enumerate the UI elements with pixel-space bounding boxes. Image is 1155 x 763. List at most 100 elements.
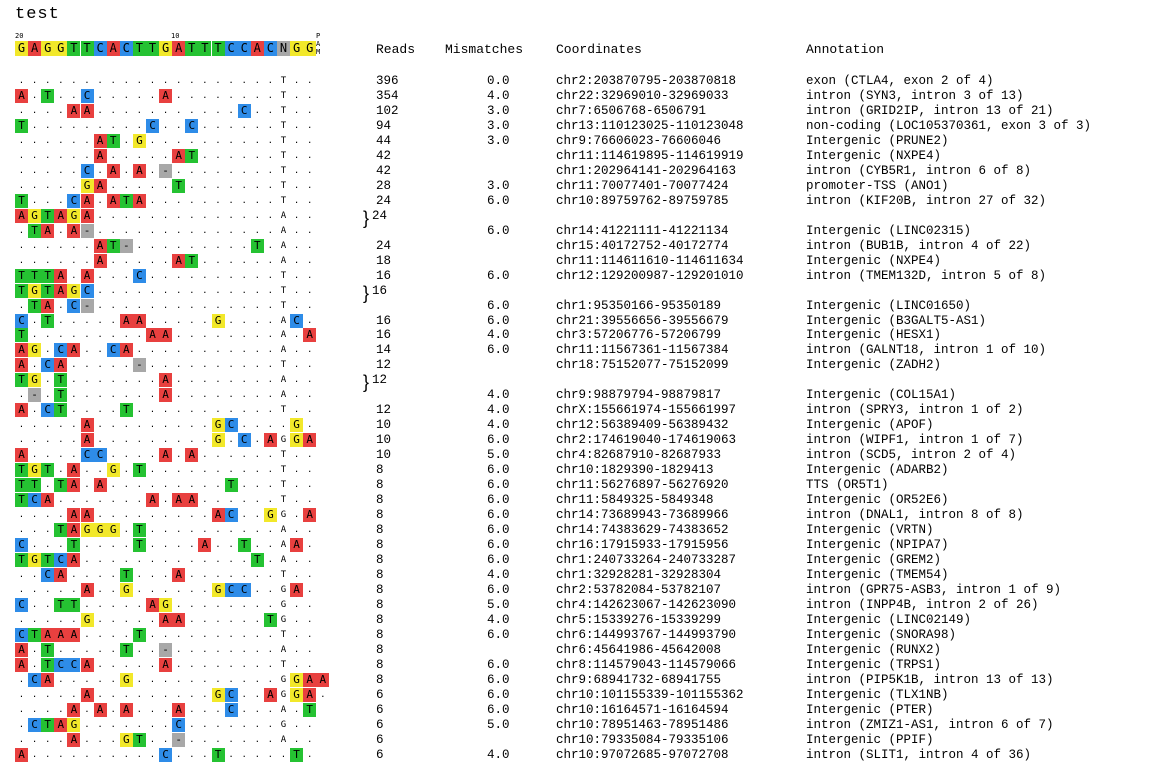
match-dot: . (202, 105, 208, 116)
match-dot: . (215, 525, 221, 536)
match-dot: . (202, 435, 208, 446)
match-dot: . (202, 150, 208, 161)
mismatch-count: 4.0 (487, 388, 510, 403)
match-dot: . (306, 584, 313, 595)
mismatch-base: A (54, 268, 68, 283)
mismatch-base: A (159, 612, 173, 627)
table-row: ...... A..... A T...... A.. 18 chr11:114611610… (0, 253, 1155, 269)
mismatch-base: C (224, 582, 238, 597)
match-dot: . (254, 135, 260, 146)
match-dot: . (241, 375, 247, 386)
match-dot: . (97, 120, 103, 131)
mismatch-base: A (146, 328, 159, 343)
match-dot: . (254, 255, 260, 266)
match-dot: . (149, 240, 156, 251)
coordinates: chr9:98879794-98879817 (556, 388, 722, 403)
match-dot: . (215, 345, 221, 356)
pam-base: G (280, 584, 287, 595)
match-dot: . (149, 105, 156, 116)
match-dot: . (71, 674, 77, 685)
match-dot: . (267, 315, 274, 326)
match-dot: . (149, 734, 156, 745)
match-dot: . (293, 704, 300, 715)
match-dot: . (110, 90, 116, 101)
match-dot: . (254, 480, 260, 491)
match-dot: . (306, 225, 313, 236)
match-dot: . (254, 570, 260, 580)
mismatch-base: T (132, 538, 146, 553)
match-dot: . (293, 734, 300, 745)
pam-base: T (280, 300, 287, 311)
annotation: Intergenic (APOF) (806, 418, 934, 433)
mismatch-count: 6.0 (487, 268, 510, 283)
match-dot: . (97, 285, 103, 296)
match-dot: . (149, 225, 156, 236)
match-dot: . (241, 345, 247, 356)
mismatch-base: A (132, 193, 146, 208)
match-dot: . (267, 450, 274, 461)
match-dot: . (267, 659, 274, 670)
mismatch-base: T (172, 178, 186, 193)
match-dot: . (293, 360, 300, 371)
match-dot: . (162, 105, 169, 116)
match-dot: . (293, 570, 300, 580)
coordinates: chr11:114619895-114619919 (556, 148, 744, 163)
match-dot: . (254, 315, 260, 326)
table-row: C. T..... A A..... G.... A C. 16 6.0 chr21:395566… (0, 313, 1155, 329)
match-dot: . (58, 195, 64, 206)
annotation: Intergenic (VRTN) (806, 523, 934, 538)
match-dot: . (162, 76, 169, 86)
ruler-pos-20: 20 (15, 32, 24, 40)
match-dot: . (306, 614, 313, 625)
match-dot: . (189, 570, 195, 580)
match-dot: . (202, 644, 208, 655)
pam-base: T (280, 90, 287, 101)
coordinates: chr3:57206776-57206799 (556, 328, 722, 343)
pam-base: T (280, 285, 287, 296)
match-dot: . (228, 195, 234, 206)
mismatch-base: G (211, 582, 225, 597)
mismatch-base: A (211, 508, 225, 523)
annotation: intron (SCD5, intron 2 of 4) (806, 448, 1017, 463)
match-dot: . (71, 450, 77, 461)
match-dot: . (123, 629, 129, 640)
match-dot: . (58, 749, 64, 760)
match-dot: . (306, 150, 313, 161)
match-dot: . (267, 165, 274, 176)
match-dot: . (71, 240, 77, 251)
match-dot: . (123, 150, 129, 161)
match-dot: . (306, 180, 313, 191)
match-dot: . (18, 165, 25, 176)
match-dot: . (162, 255, 169, 266)
read-count: 16 (372, 283, 388, 298)
read-count: 102 (376, 103, 399, 118)
coordinates: chr7:6506768-6506791 (556, 103, 707, 118)
match-dot: . (215, 674, 221, 685)
pam-base: T (280, 360, 287, 371)
table-row: .... A A........... C.. T.. 102 3.0 chr7:650676… (0, 103, 1155, 119)
pam-base: T (280, 570, 287, 580)
gap-base: - (172, 732, 186, 747)
match-dot: . (110, 644, 116, 655)
match-dot: . (18, 525, 25, 536)
table-row: A. C A..... -.......... T.. 12 chr18:75152077-… (0, 358, 1155, 373)
match-dot: . (228, 644, 234, 655)
mismatch-base: G (28, 553, 42, 568)
table-row: ..... A......... G C.... G. 10 4.0 chr12:563894… (0, 418, 1155, 433)
mismatch-base: T (106, 238, 120, 253)
match-dot: . (241, 629, 247, 640)
match-dot: . (31, 689, 38, 700)
coordinates: chr18:75152077-75152099 (556, 358, 729, 373)
match-dot: . (136, 644, 143, 655)
match-dot: . (58, 510, 64, 521)
mismatch-count: 6.0 (487, 493, 510, 508)
match-dot: . (110, 584, 116, 595)
match-dot: . (306, 540, 313, 551)
coordinates: chr10:97072685-97072708 (556, 747, 729, 762)
mismatch-base: G (290, 418, 304, 433)
match-dot: . (123, 465, 129, 476)
match-dot: . (267, 255, 274, 266)
pam-base: A (280, 390, 287, 401)
match-dot: . (110, 540, 116, 551)
match-dot: . (306, 300, 313, 311)
